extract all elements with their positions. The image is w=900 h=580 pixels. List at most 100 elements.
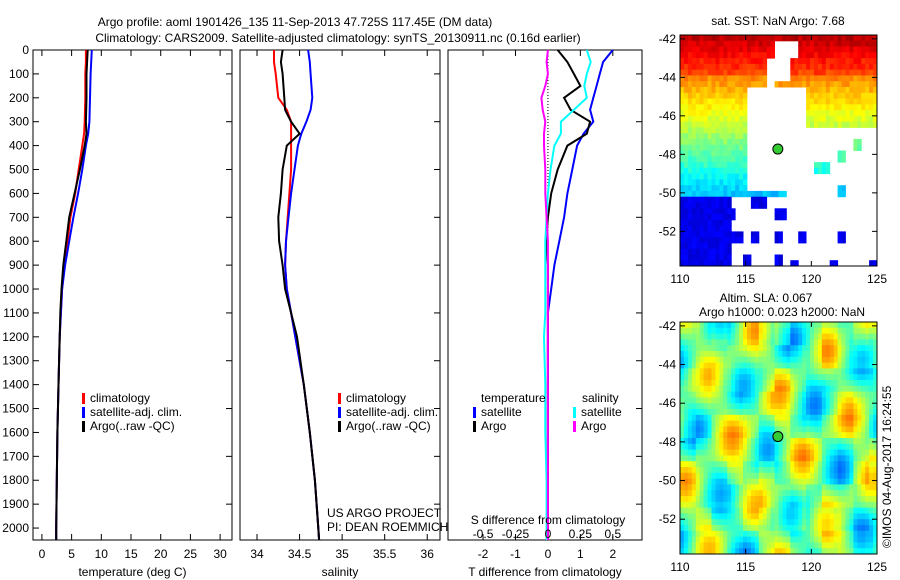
map-cell bbox=[743, 501, 748, 509]
map-cell bbox=[845, 397, 850, 404]
map-cell bbox=[743, 179, 748, 186]
map-cell bbox=[723, 449, 728, 456]
map-cell bbox=[719, 219, 724, 227]
map-cell bbox=[782, 362, 787, 369]
map-cell bbox=[821, 385, 827, 393]
map-cell bbox=[873, 391, 878, 398]
map-cell bbox=[825, 472, 831, 480]
map-cell bbox=[687, 63, 693, 71]
map-cell bbox=[774, 455, 779, 462]
map-cell bbox=[861, 530, 866, 538]
pi-label: PI: DEAN ROEMMICH bbox=[327, 520, 448, 534]
map-cell bbox=[794, 327, 799, 335]
map-cell bbox=[845, 345, 850, 352]
map-cell bbox=[687, 179, 693, 186]
map-cell bbox=[845, 461, 850, 468]
map-cell bbox=[845, 63, 850, 71]
map-cell bbox=[723, 98, 728, 105]
map-cell bbox=[774, 548, 779, 555]
map-cell bbox=[699, 333, 705, 340]
map-cell bbox=[865, 345, 870, 352]
map-cell bbox=[743, 438, 748, 445]
map-cell bbox=[762, 52, 768, 59]
map-cell bbox=[723, 167, 728, 175]
map-cell bbox=[869, 542, 874, 549]
map-cell bbox=[727, 426, 732, 433]
map-cell bbox=[680, 525, 685, 532]
map-cell bbox=[727, 467, 732, 474]
map-cell bbox=[770, 40, 775, 48]
map-cell bbox=[715, 196, 720, 203]
map-cell bbox=[707, 110, 712, 117]
map-cell bbox=[731, 237, 736, 244]
map-cell bbox=[790, 467, 795, 474]
map-cell bbox=[735, 368, 740, 375]
map-cell bbox=[731, 40, 736, 48]
map-cell bbox=[683, 345, 689, 352]
map-cell bbox=[790, 322, 795, 329]
map-cell bbox=[687, 35, 693, 42]
map-cell bbox=[715, 501, 720, 509]
map-cell bbox=[727, 231, 732, 238]
diff-line-s-satellite bbox=[542, 49, 592, 540]
map-cell bbox=[703, 513, 708, 520]
map-cell bbox=[845, 362, 850, 369]
map-cell bbox=[699, 260, 705, 267]
map-cell bbox=[711, 513, 716, 520]
map-cell bbox=[758, 403, 764, 410]
map-cell bbox=[873, 58, 878, 65]
map-cell bbox=[865, 35, 870, 42]
map-cell bbox=[794, 513, 799, 520]
map-cell bbox=[806, 362, 811, 369]
map-cell bbox=[703, 530, 708, 538]
map-cell bbox=[865, 403, 870, 410]
map-cell bbox=[727, 98, 732, 105]
map-cell bbox=[762, 409, 768, 416]
map-cell bbox=[837, 104, 842, 111]
map-cell bbox=[680, 104, 685, 111]
map-cell bbox=[865, 484, 870, 491]
map-cell bbox=[707, 214, 712, 221]
map-cell bbox=[691, 432, 697, 439]
map-cell bbox=[786, 327, 791, 335]
map-cell bbox=[731, 490, 736, 497]
map-cell bbox=[841, 426, 846, 433]
map-cell bbox=[680, 455, 685, 462]
map-cell bbox=[853, 110, 858, 117]
map-cell bbox=[794, 467, 799, 474]
x-tick-label: 2 bbox=[609, 547, 616, 561]
map-cell bbox=[723, 202, 728, 209]
map-cell bbox=[786, 380, 791, 387]
map-cell bbox=[865, 69, 870, 76]
map-cell bbox=[703, 461, 708, 468]
map-cell bbox=[770, 426, 775, 433]
map-cell bbox=[695, 138, 701, 146]
map-cell bbox=[821, 110, 827, 117]
map-cell bbox=[869, 409, 874, 416]
map-cell bbox=[865, 490, 870, 497]
y-tick-label: 2000 bbox=[2, 521, 29, 535]
map-cell bbox=[727, 380, 732, 387]
map-cell bbox=[825, 368, 831, 375]
map-cell bbox=[806, 92, 811, 100]
map-cell bbox=[739, 167, 744, 175]
map-cell bbox=[857, 98, 862, 105]
map-cell bbox=[719, 409, 724, 416]
map-cell bbox=[857, 322, 862, 329]
map-cell bbox=[861, 110, 866, 117]
map-cell bbox=[849, 484, 854, 491]
map-cell bbox=[719, 443, 724, 451]
map-cell bbox=[821, 368, 827, 375]
map-cell bbox=[727, 121, 732, 128]
map-cell bbox=[719, 63, 724, 71]
map-cell bbox=[743, 409, 748, 416]
map-cell bbox=[817, 472, 823, 480]
map-cell bbox=[810, 380, 815, 387]
map-cell bbox=[853, 484, 858, 491]
map-cell bbox=[687, 92, 693, 100]
map-cell bbox=[825, 46, 831, 53]
map-cell bbox=[841, 414, 846, 422]
map-cell bbox=[687, 356, 693, 364]
map-cell bbox=[853, 92, 858, 100]
map-cell bbox=[731, 138, 736, 146]
